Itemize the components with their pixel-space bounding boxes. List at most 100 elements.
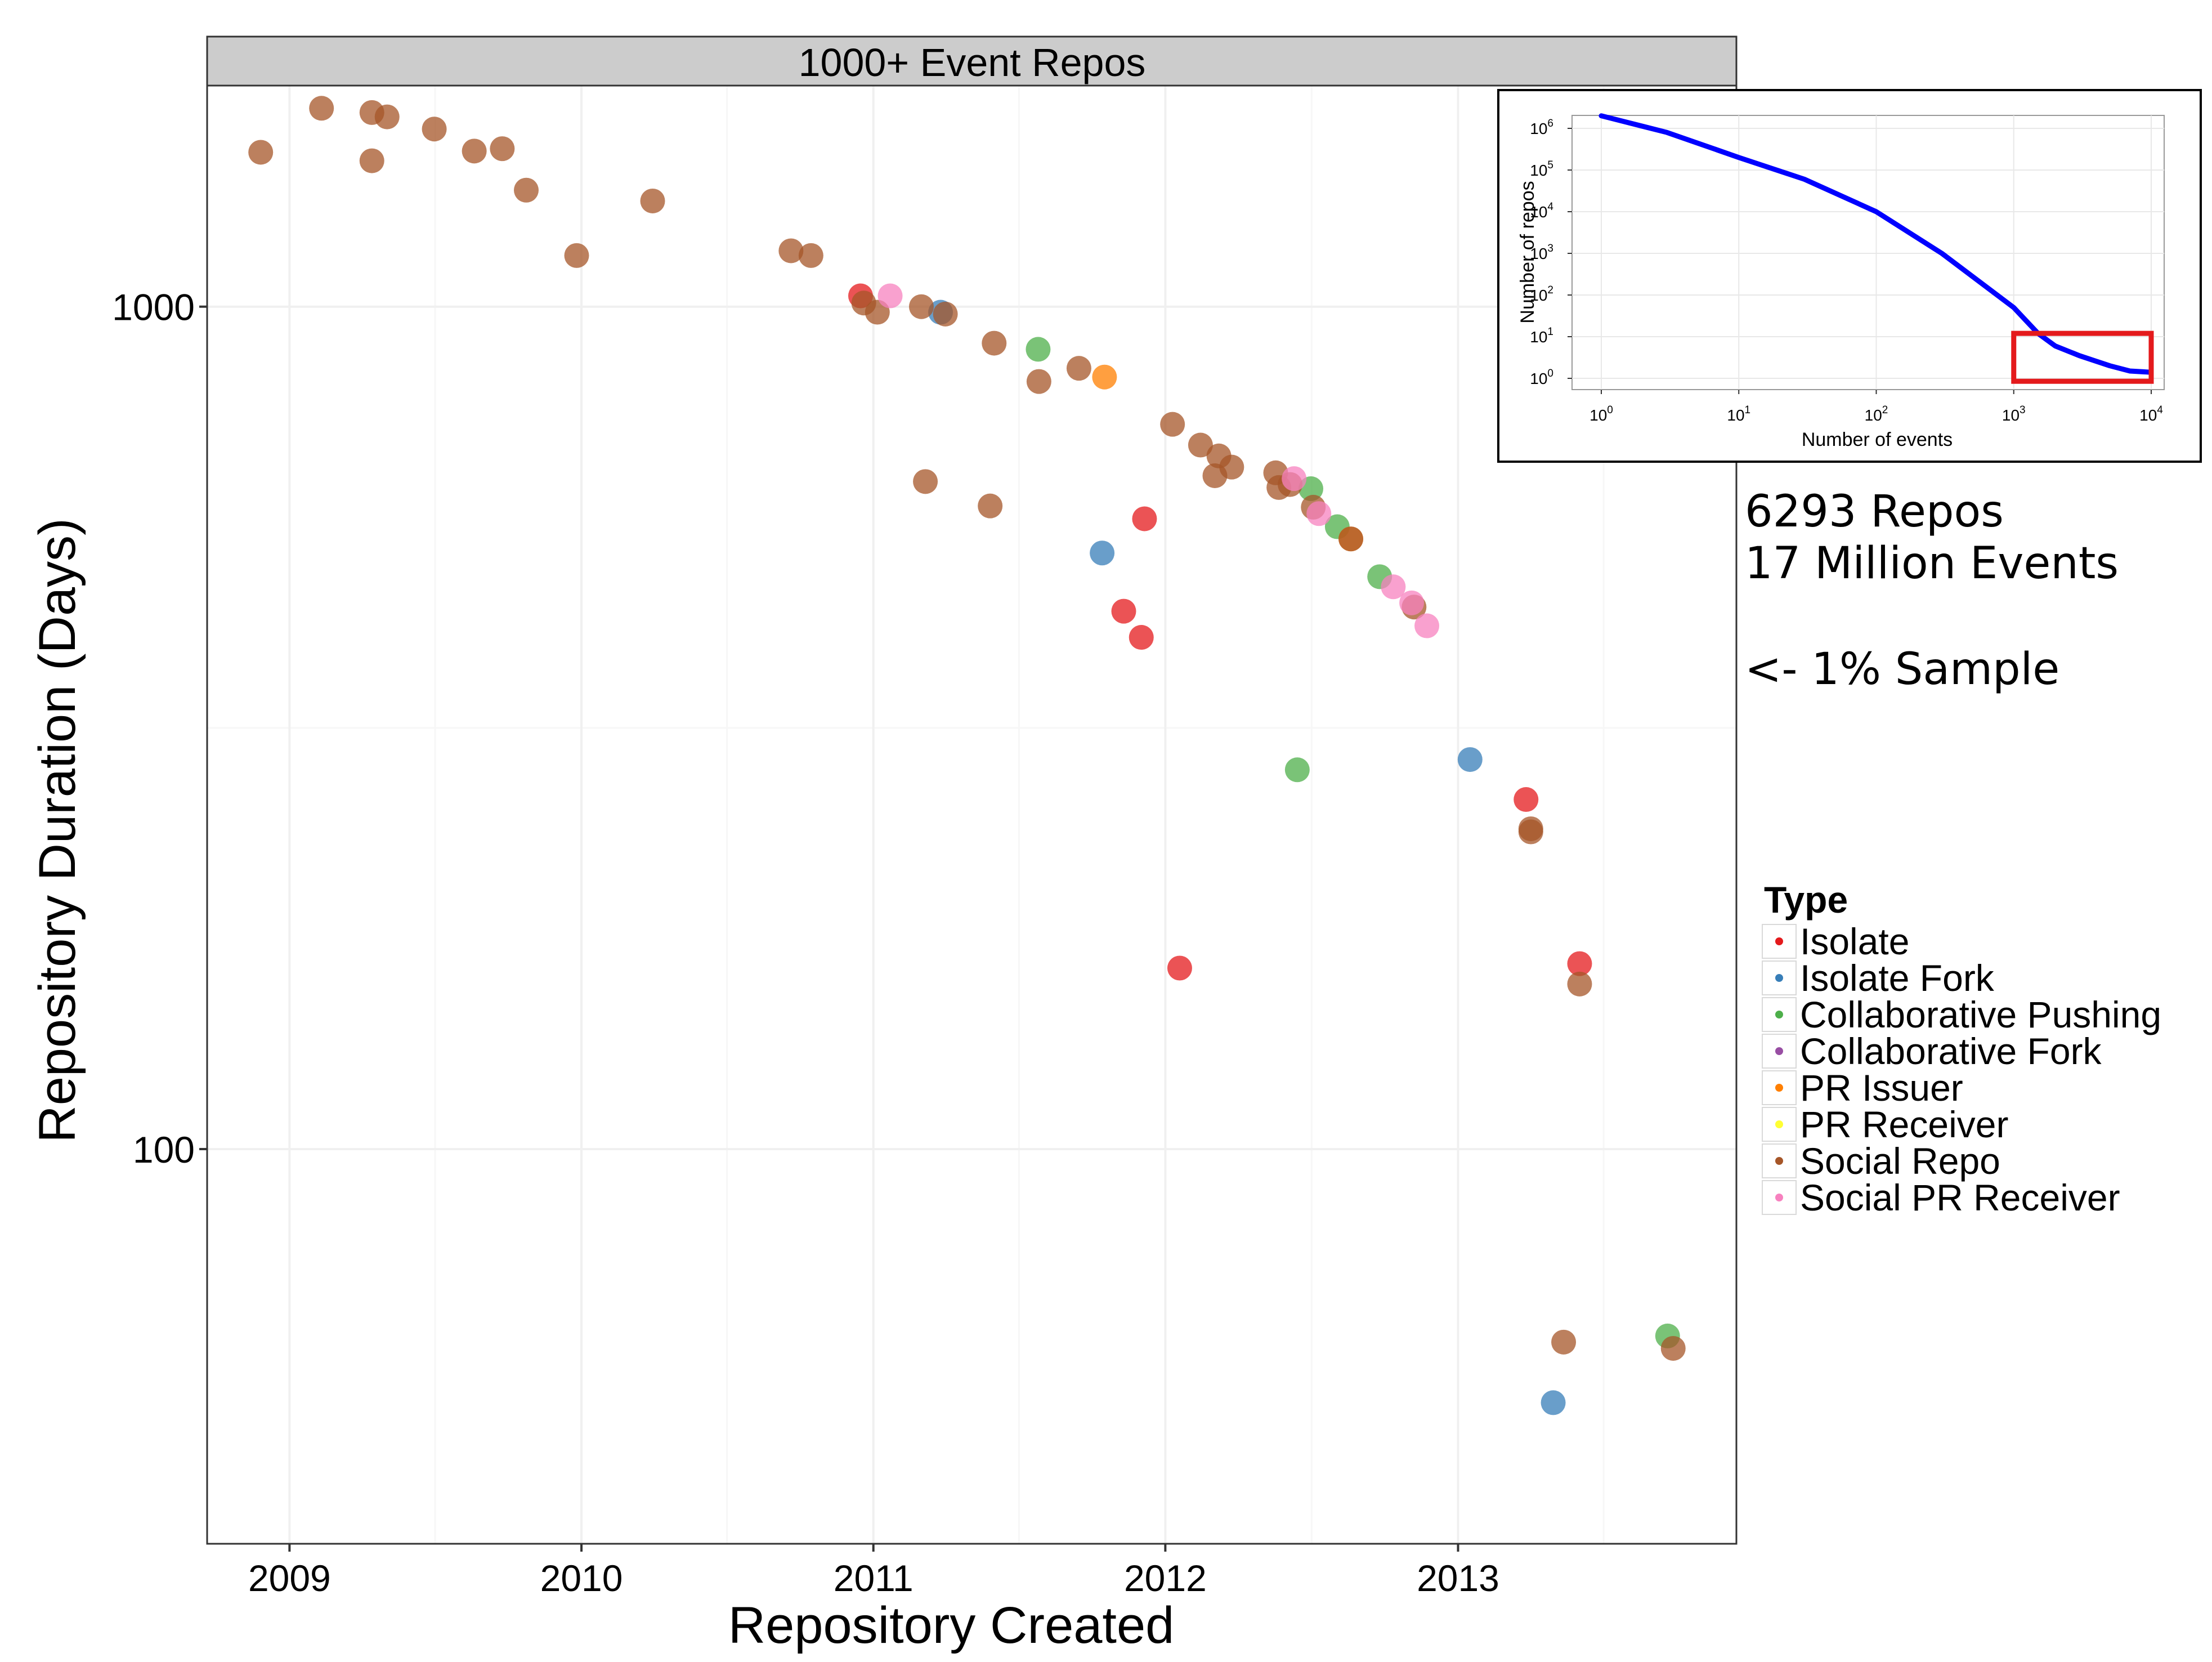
legend-label: Social Repo [1800, 1140, 2000, 1182]
repo-count-annotation: 6293 Repos [1745, 486, 2004, 537]
inset-x-tick-exponent: 1 [1745, 404, 1751, 416]
point-social-repo [1567, 971, 1592, 997]
point-social-repo [462, 138, 487, 164]
point-collaborative-pushing [1284, 757, 1310, 783]
point-isolate [1567, 951, 1592, 976]
point-social-pr-receiver [1414, 613, 1440, 638]
legend-label: Collaborative Fork [1800, 1030, 2102, 1072]
inset-x-tick-exponent: 3 [2020, 404, 2026, 416]
data-points [248, 96, 1686, 1415]
legend-label: Collaborative Pushing [1800, 993, 2162, 1035]
x-tick-label: 2009 [248, 1557, 331, 1599]
point-isolate [1132, 506, 1157, 531]
point-isolate-fork [1457, 747, 1483, 772]
inset-x-tick-exponent: 0 [1607, 404, 1613, 416]
legend-item-collaborative-fork: Collaborative Fork [1762, 1030, 2161, 1072]
legend-key [1762, 1180, 1797, 1215]
legend-swatch [1775, 1120, 1783, 1128]
legend-swatch [1775, 1083, 1783, 1092]
inset-panel [1571, 115, 2165, 390]
point-social-repo [1551, 1329, 1577, 1355]
inset-y-tick-exponent: 3 [1547, 243, 1553, 254]
point-social-repo [1660, 1335, 1686, 1361]
legend-item-pr-issuer: PR Issuer [1762, 1069, 2161, 1106]
legend-swatch [1775, 973, 1783, 982]
y-tick-label: 1000 [112, 287, 195, 328]
point-social-pr-receiver [1306, 501, 1332, 526]
inset-y-tick-exponent: 5 [1547, 159, 1553, 171]
legend-item-social-repo: Social Repo [1762, 1140, 2161, 1182]
point-social-repo [978, 493, 1003, 519]
point-social-repo [1188, 432, 1213, 458]
inset-y-tick-exponent: 6 [1547, 118, 1553, 129]
point-social-repo [778, 238, 804, 263]
point-social-pr-receiver [1381, 574, 1406, 600]
facet-title: 1000+ Event Repos [799, 41, 1146, 84]
legend-swatch [1775, 1047, 1783, 1055]
legend-label: PR Receiver [1800, 1103, 2009, 1145]
point-isolate-fork [1541, 1390, 1566, 1415]
legend-item-social-pr-receiver: Social PR Receiver [1762, 1179, 2161, 1216]
inset-highlight-box [2011, 330, 2154, 384]
legend: Type Isolate Isolate Fork Collaborative Pu… [1762, 881, 2161, 1216]
point-social-repo [1219, 454, 1244, 480]
plot-border [206, 84, 1738, 1545]
point-social-pr-receiver [877, 283, 903, 309]
point-social-pr-receiver [1399, 590, 1425, 615]
inset-y-tick-exponent: 2 [1547, 284, 1553, 296]
inset-x-tick-exponent: 4 [2157, 404, 2163, 416]
legend-key [1762, 1070, 1797, 1105]
point-social-repo [798, 243, 823, 268]
facet-strip [206, 35, 1738, 87]
point-social-repo [640, 188, 665, 213]
inset-y-tick-exponent: 4 [1547, 201, 1553, 213]
inset-grid-lines [1572, 115, 2164, 390]
inset-y-tick-exponent: 1 [1547, 326, 1553, 338]
point-collaborative-pushing [1026, 337, 1051, 362]
point-isolate [1129, 625, 1154, 650]
point-social-repo [359, 148, 384, 173]
point-isolate-fork [1090, 540, 1115, 566]
x-tick-label: 2013 [1417, 1557, 1499, 1599]
legend-label: Isolate Fork [1800, 957, 1994, 999]
plot-panel [206, 84, 1738, 1545]
point-social-repo [933, 301, 958, 327]
point-social-repo [1026, 369, 1051, 394]
legend-item-isolate: Isolate [1762, 920, 2161, 962]
axes: 2009 2010 2011 2012 2013 100 1000 [112, 287, 1499, 1599]
x-tick-label: 2012 [1124, 1557, 1207, 1599]
legend-items: Isolate Isolate Fork Collaborative Pushing… [1762, 923, 2161, 1216]
inset-x-axis-title: Number of events [1802, 429, 1953, 450]
point-isolate [1514, 787, 1539, 812]
legend-swatch [1775, 937, 1783, 945]
point-social-repo [422, 117, 447, 142]
y-axis-title: Repository Duration (Days) [29, 518, 86, 1142]
inset-distribution-line [1598, 113, 2154, 375]
x-tick-label: 2011 [834, 1557, 914, 1599]
inset-x-tick-exponent: 2 [1882, 404, 1888, 416]
point-social-repo [309, 96, 334, 121]
legend-label: Isolate [1800, 920, 1910, 962]
x-tick-label: 2010 [540, 1557, 623, 1599]
legend-swatch [1775, 1156, 1783, 1165]
point-social-repo [1518, 819, 1543, 845]
legend-label: PR Issuer [1800, 1066, 1963, 1109]
point-social-repo [1066, 356, 1091, 381]
inset-y-axis-title: Number of repos [1517, 181, 1538, 323]
legend-item-pr-receiver: PR Receiver [1762, 1103, 2161, 1145]
legend-swatch [1775, 1193, 1783, 1201]
inset-y-tick-label: 100 [1530, 368, 1553, 387]
legend-label: Social PR Receiver [1800, 1176, 2120, 1218]
legend-swatch [1775, 1010, 1783, 1018]
inset-y-tick-exponent: 0 [1547, 368, 1553, 379]
legend-title: Type [1764, 879, 1848, 921]
sample-annotation: <- 1% Sample [1745, 644, 2060, 695]
x-axis-title: Repository Created [728, 1597, 1175, 1654]
legend-key [1762, 960, 1797, 995]
legend-key [1762, 1106, 1797, 1142]
point-social-repo [490, 136, 515, 162]
point-isolate [1111, 598, 1136, 624]
legend-key [1762, 923, 1797, 959]
legend-key [1762, 1143, 1797, 1178]
